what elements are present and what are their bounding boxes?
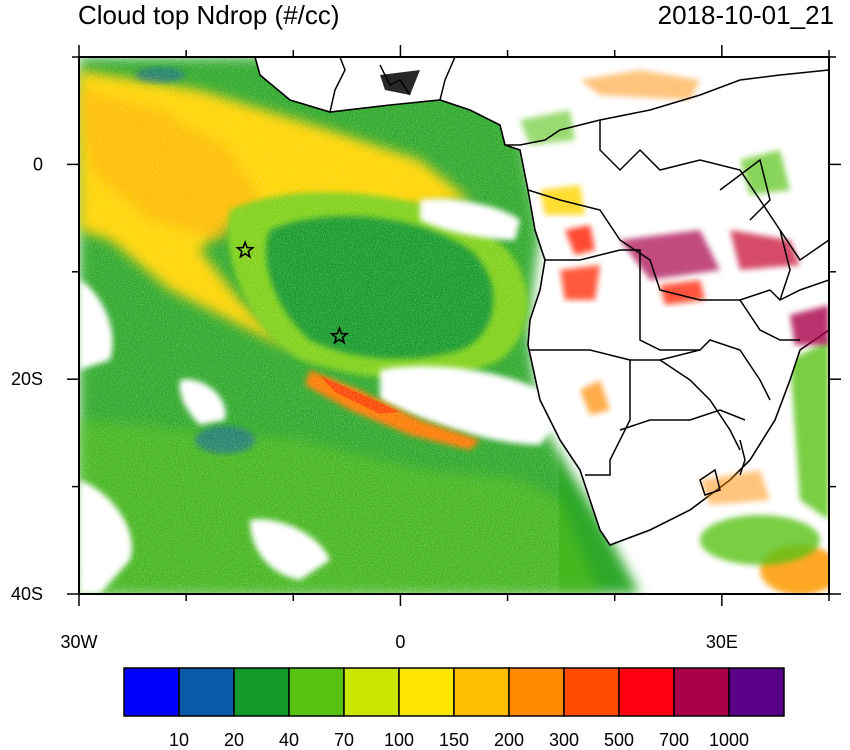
colorbar-label: 20: [224, 730, 244, 750]
colorbar-swatch: [508, 667, 565, 717]
colorbar-swatch: [728, 667, 785, 717]
star-marker-icon: [235, 240, 255, 259]
map-title: Cloud top Ndrop (#/cc): [78, 0, 340, 30]
colorbar-label: 10: [169, 730, 189, 750]
y-tick-label: 0: [33, 154, 43, 174]
colorbar-swatch: [288, 667, 345, 717]
colorbar: [123, 667, 785, 717]
x-axis-labels: 30W 0 30E: [60, 632, 737, 652]
x-tick-label: 30W: [60, 632, 97, 652]
star-marker-icon: [329, 325, 350, 345]
y-tick-label: 20S: [11, 369, 43, 389]
colorbar-label: 70: [334, 730, 354, 750]
colorbar-label: 150: [439, 730, 469, 750]
plot-frame: [78, 56, 830, 595]
colorbar-swatch: [178, 667, 235, 717]
colorbar-swatch: [453, 667, 510, 717]
timestamp: 2018-10-01_21: [657, 0, 834, 30]
colorbar-label: 300: [549, 730, 579, 750]
colorbar-swatch: [343, 667, 400, 717]
colorbar-labels: 10 20 40 70 100 150 200 300 500 700 1000: [169, 730, 749, 750]
country-borders: [329, 57, 829, 496]
x-tick-label: 30E: [706, 632, 738, 652]
axis-ticks: [67, 45, 841, 606]
colorbar-label: 1000: [709, 730, 749, 750]
colorbar-label: 40: [279, 730, 299, 750]
colorbar-label: 500: [604, 730, 634, 750]
cloud-field: [79, 57, 829, 594]
y-axis-labels: 0 20S 40S: [11, 154, 43, 604]
colorbar-label: 200: [494, 730, 524, 750]
colorbar-label: 700: [659, 730, 689, 750]
x-tick-label: 0: [395, 632, 405, 652]
marker-layer: [235, 240, 350, 345]
colorbar-swatch: [398, 667, 455, 717]
colorbar-swatch: [563, 667, 620, 717]
colorbar-swatch: [233, 667, 290, 717]
colorbar-swatch: [123, 667, 180, 717]
colorbar-swatch: [618, 667, 675, 717]
y-tick-label: 40S: [11, 584, 43, 604]
colorbar-swatch: [673, 667, 730, 717]
colorbar-label: 100: [384, 730, 414, 750]
